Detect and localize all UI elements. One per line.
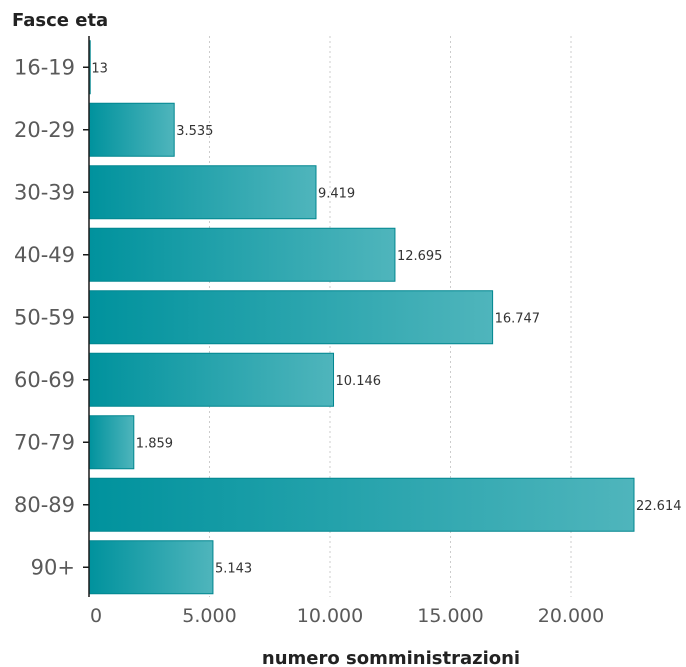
value-label-80-89: 22.614	[636, 499, 682, 514]
category-label-60-69: 60-69	[14, 368, 75, 392]
axes: 16-19 20-29 30-39 40-49 50-59 60-69 70-79 80-89…	[14, 36, 604, 627]
bar-30-39	[88, 165, 317, 220]
bar-70-79	[88, 415, 135, 470]
bar-90+	[88, 540, 214, 595]
bars: 13 3.535 9.419 12.695 16.747 10.146 1.859 22.61…	[88, 40, 682, 595]
value-label-16-19: 13	[91, 61, 108, 76]
bar-80-89	[88, 477, 635, 532]
x-tick-label: 0	[90, 605, 102, 627]
x-tick-label: 5.000	[182, 605, 236, 627]
bar-20-29	[88, 102, 175, 157]
category-label-20-29: 20-29	[14, 118, 75, 142]
bar-60-69	[88, 352, 335, 407]
x-tick-label: 10.000	[297, 605, 363, 627]
value-label-30-39: 9.419	[318, 186, 355, 201]
category-label-50-59: 50-59	[14, 305, 75, 329]
category-label-30-39: 30-39	[14, 180, 75, 204]
value-label-50-59: 16.747	[495, 311, 541, 326]
bar-50-59	[88, 290, 494, 345]
x-tick-label: 15.000	[417, 605, 483, 627]
value-label-40-49: 12.695	[397, 249, 443, 264]
x-axis-title: numero somministrazioni	[262, 648, 520, 667]
category-label-40-49: 40-49	[14, 243, 75, 267]
category-label-90+: 90+	[31, 555, 75, 579]
category-label-70-79: 70-79	[14, 430, 75, 454]
category-label-16-19: 16-19	[14, 55, 75, 79]
category-label-80-89: 80-89	[14, 493, 75, 517]
bar-40-49	[88, 227, 396, 282]
value-label-60-69: 10.146	[336, 374, 382, 389]
value-label-70-79: 1.859	[136, 436, 173, 451]
x-tick-label: 20.000	[538, 605, 604, 627]
y-axis-title: Fasce eta	[12, 10, 108, 31]
value-label-90+: 5.143	[215, 561, 252, 576]
value-label-20-29: 3.535	[176, 124, 213, 139]
